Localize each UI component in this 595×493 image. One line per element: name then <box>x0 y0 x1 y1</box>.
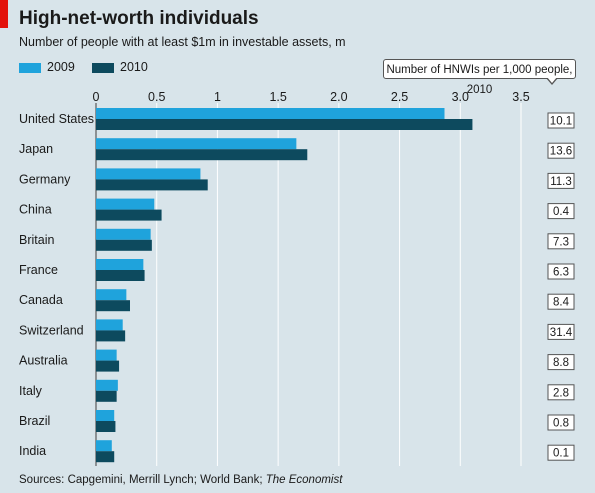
legend-label-2010: 2010 <box>120 60 148 74</box>
hnwi-value-japan: 13.6 <box>550 146 572 158</box>
hnwi-value-switzerland: 31.4 <box>550 327 573 339</box>
hnwi-box-britain <box>547 233 575 250</box>
bar-2009-germany <box>96 168 201 180</box>
bar-2009-france <box>96 259 144 270</box>
hnwi-box-japan <box>547 142 575 159</box>
bar-2009-britain <box>96 228 151 240</box>
bar-2010-germany <box>96 179 208 191</box>
x-tick-label-0: 0 <box>93 90 100 104</box>
bar-2009-india <box>96 440 112 452</box>
category-label-australia: Australia <box>19 354 68 368</box>
hnwi-column-header: Number of HNWIs per 1,000 people, 2010 <box>383 59 576 96</box>
bar-2010-india <box>96 451 115 463</box>
hnwi-value-britain: 7.3 <box>553 236 569 248</box>
category-label-india: India <box>19 444 46 458</box>
hnwi-header-pointer-fill <box>547 77 557 83</box>
x-tick-label-6: 3.0 <box>452 90 469 104</box>
hnwi-box-india <box>547 444 575 461</box>
category-label-switzerland: Switzerland <box>19 323 84 337</box>
hnwi-value-france: 6.3 <box>553 267 569 279</box>
bar-2009-japan <box>96 138 297 150</box>
bar-2010-italy <box>96 390 117 402</box>
chart-subtitle: Number of people with at least $1m in in… <box>19 35 346 49</box>
bar-2010-united-states <box>96 119 473 130</box>
bar-2009-brazil <box>96 410 115 421</box>
hnwi-box-china <box>547 203 575 220</box>
bar-2009-china <box>96 198 155 210</box>
category-label-france: France <box>19 263 58 277</box>
source-italic: The Economist <box>265 474 343 486</box>
x-tick-label-4: 2.0 <box>330 90 347 104</box>
legend-swatch-2010 <box>92 63 114 73</box>
hnwi-box-united-states <box>547 112 575 129</box>
bar-2009-canada <box>96 289 127 301</box>
bar-2010-china <box>96 209 162 221</box>
category-label-britain: Britain <box>19 233 54 247</box>
hnwi-value-canada: 8.4 <box>553 297 570 309</box>
category-label-united-states: United States <box>19 112 94 126</box>
bar-2010-japan <box>96 149 308 161</box>
category-label-italy: Italy <box>19 384 43 398</box>
bar-2010-brazil <box>96 421 116 432</box>
hnwi-box-australia <box>547 354 575 371</box>
x-tick-label-1: 0.5 <box>148 90 165 104</box>
x-tick-label-7: 3.5 <box>512 90 529 104</box>
bar-2010-france <box>96 270 145 281</box>
category-label-china: China <box>19 203 52 217</box>
chart-title: High-net-worth individuals <box>19 8 259 29</box>
category-label-japan: Japan <box>19 142 53 156</box>
hnwi-value-united-states: 10.1 <box>550 116 572 128</box>
source-note: Sources: Capgemini, Merrill Lynch; World… <box>19 474 342 486</box>
hnwi-box-brazil <box>547 414 575 431</box>
hnwi-box-switzerland <box>547 323 575 340</box>
x-tick-label-2: 1 <box>214 90 221 104</box>
source-text: Sources: Capgemini, Merrill Lynch; World… <box>19 474 263 486</box>
hnwi-value-india: 0.1 <box>553 448 569 460</box>
hnwi-value-brazil: 0.8 <box>553 418 569 430</box>
bar-2009-united-states <box>96 108 445 119</box>
hnwi-value-italy: 2.8 <box>553 387 569 399</box>
hnwi-box-france <box>547 263 575 280</box>
bar-2010-britain <box>96 239 152 251</box>
hnwi-box-germany <box>547 172 575 189</box>
hnwi-box-italy <box>547 384 575 401</box>
bar-2010-canada <box>96 300 130 312</box>
hnwi-value-germany: 11.3 <box>550 176 572 188</box>
hnwi-value-china: 0.4 <box>553 206 570 218</box>
x-tick-label-3: 1.5 <box>269 90 286 104</box>
category-label-brazil: Brazil <box>19 414 50 428</box>
legend-label-2009: 2009 <box>47 60 75 74</box>
bar-2009-italy <box>96 379 118 391</box>
x-tick-label-5: 2.5 <box>391 90 408 104</box>
bar-2010-australia <box>96 360 120 372</box>
brand-red-tab <box>0 0 8 28</box>
category-label-germany: Germany <box>19 172 71 186</box>
bar-2010-switzerland <box>96 330 126 342</box>
hnwi-box-canada <box>547 293 575 310</box>
legend-swatch-2009 <box>19 63 41 73</box>
bar-2009-australia <box>96 349 117 361</box>
category-label-canada: Canada <box>19 293 63 307</box>
bar-2009-switzerland <box>96 319 123 331</box>
hnwi-value-australia: 8.8 <box>553 357 569 369</box>
